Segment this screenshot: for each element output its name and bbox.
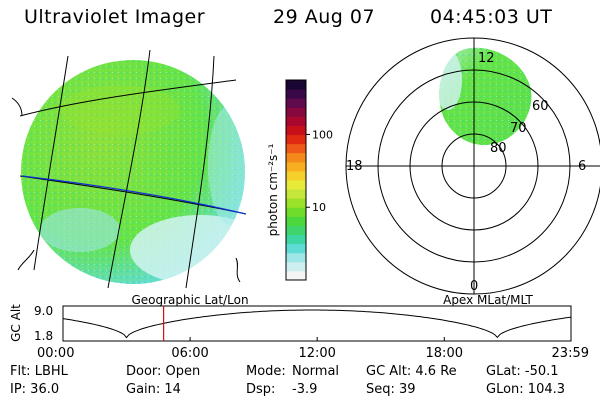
longitude-line: [33, 55, 69, 271]
colorbar-segment: [286, 261, 306, 272]
timeline-x-tick-label: 18:00: [426, 346, 463, 361]
observation-time: 04:45:03 UT: [430, 6, 553, 28]
info-mode-value: Normal: [292, 364, 340, 379]
colorbar-tick-label: 100: [312, 128, 333, 141]
instrument-title: Ultraviolet Imager: [24, 6, 206, 28]
colorbar-segment: [286, 116, 306, 126]
colorbar-segment: [286, 207, 306, 217]
colorbar-segment: [286, 107, 306, 117]
colorbar-segment: [286, 125, 306, 136]
coastline: [17, 249, 35, 271]
coastline: [235, 257, 241, 283]
mlt-label-0: 0: [470, 279, 478, 294]
colorbar-segment: [286, 134, 306, 145]
colorbar-segment: [286, 234, 306, 245]
info-mode-label: Mode:: [246, 364, 286, 379]
colorbar-segment: [286, 189, 306, 199]
mlt-label-18: 18: [346, 159, 363, 174]
colorbar-segment: [286, 252, 306, 263]
info-gc-alt: GC Alt: 4.6 Re: [366, 364, 457, 379]
info-glat: GLat: -50.1: [486, 364, 559, 379]
colorbar-segment: [286, 152, 306, 163]
info-seq: Seq: 39: [366, 382, 416, 397]
info-ip: IP: 36.0: [10, 382, 60, 397]
colorbar-unit-label: photon cm⁻²s⁻¹: [266, 143, 280, 236]
timeline-x-tick-label: 06:00: [171, 346, 208, 361]
mlat-label-80: 80: [490, 141, 507, 156]
colorbar: 100 10: [285, 79, 333, 281]
polar-grid: [345, 37, 600, 295]
info-glon: GLon: 104.3: [486, 382, 566, 397]
info-dsp-label: Dsp:: [246, 382, 276, 397]
polar-plot: 12 18 6 0 60 70 80: [345, 37, 600, 295]
timeline-x-tick-label: 12:00: [298, 346, 335, 361]
apex-caption: Apex MLat/MLT: [443, 293, 533, 307]
longitude-line: [107, 49, 151, 289]
colorbar-segment: [286, 143, 306, 154]
timeline-x-ticks: 00:00 06:00 12:00 18:00 23:59: [37, 337, 589, 361]
mlat-label-60: 60: [532, 99, 549, 114]
info-gain: Gain: 14: [126, 382, 181, 397]
info-door: Door: Open: [126, 364, 201, 379]
mlat-label-70: 70: [510, 121, 527, 136]
colorbar-segment: [286, 170, 306, 181]
altitude-timeline: 00:00 06:00 12:00 18:00 23:59 GC Alt 9.0 1.8: [9, 304, 589, 361]
colorbar-segment: [286, 89, 306, 99]
geographic-image: [11, 49, 247, 289]
colorbar-segment: [286, 216, 306, 226]
colorbar-segment: [286, 98, 306, 108]
longitude-line: [185, 55, 215, 289]
colorbar-segment: [286, 198, 306, 208]
mlt-label-12: 12: [478, 51, 495, 66]
observation-date: 29 Aug 07: [273, 6, 376, 28]
coastline: [11, 97, 23, 117]
timeline-ytick-min: 1.8: [34, 329, 53, 343]
latitude-line: [19, 79, 237, 117]
colorbar-segment: [286, 80, 306, 90]
timeline-x-tick-label: 23:59: [552, 346, 589, 361]
latitude-line: [19, 175, 247, 215]
timeline-ytick-max: 9.0: [34, 304, 53, 318]
colorbar-segment: [286, 270, 306, 281]
colorbar-tick-label: 10: [312, 201, 326, 214]
timeline-x-tick-label: 00:00: [37, 346, 74, 361]
auroral-image: [439, 47, 532, 146]
geographic-caption: Geographic Lat/Lon: [131, 293, 248, 307]
latlon-grid: [11, 49, 247, 289]
colorbar-segment: [286, 225, 306, 236]
colorbar-segment: [286, 180, 306, 190]
magnetic-equator-line: [21, 175, 247, 215]
info-dsp-value: -3.9: [292, 382, 318, 397]
colorbar-segment: [286, 161, 306, 172]
mlt-label-6: 6: [578, 159, 586, 174]
timeline-frame: [62, 305, 572, 342]
altitude-curve: [62, 309, 572, 339]
timeline-ylabel: GC Alt: [9, 304, 23, 342]
colorbar-segment: [286, 243, 306, 254]
colorbar-frame: [285, 79, 307, 281]
info-filter: Flt: LBHL: [10, 364, 68, 379]
